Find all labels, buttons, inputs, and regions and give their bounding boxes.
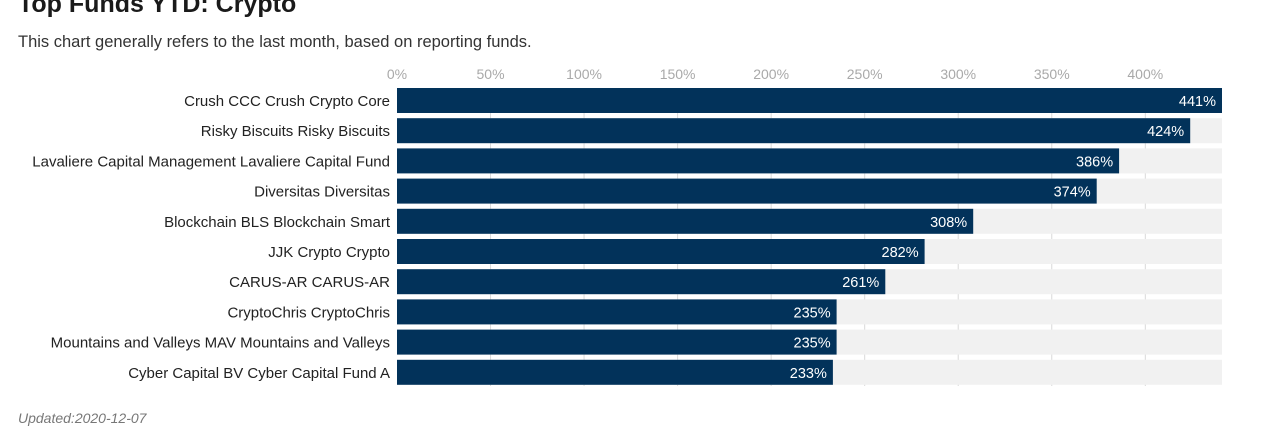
bar — [397, 178, 1097, 204]
updated-date: Updated:2020-12-07 — [18, 410, 147, 426]
bar — [397, 148, 1120, 174]
x-tick-label: 50% — [477, 66, 505, 82]
category-label: Diversitas Diversitas — [254, 184, 390, 201]
x-tick-label: 150% — [660, 66, 696, 82]
value-label: 235% — [794, 336, 831, 352]
category-label: Lavaliere Capital Management Lavaliere C… — [32, 153, 390, 170]
bar — [397, 269, 886, 295]
x-axis-ticks: 0% 50% 100% 150% 200% 250% 300% 350% 400% — [387, 66, 1163, 82]
category-label: Mountains and Valleys MAV Mountains and … — [51, 335, 390, 352]
category-label: CARUS-AR CARUS-AR — [229, 274, 390, 291]
bar — [397, 118, 1191, 144]
category-label: Crush CCC Crush Crypto Core — [184, 93, 390, 110]
category-label: Cyber Capital BV Cyber Capital Fund A — [128, 365, 390, 382]
bar — [397, 239, 925, 264]
chart-title: Top Funds YTD: Crypto — [18, 0, 297, 18]
x-tick-label: 0% — [387, 66, 407, 82]
x-tick-label: 400% — [1127, 66, 1163, 82]
x-tick-label: 350% — [1034, 66, 1070, 82]
value-label: 441% — [1179, 94, 1216, 110]
value-label: 308% — [930, 215, 967, 231]
category-label: Risky Biscuits Risky Biscuits — [201, 123, 390, 140]
category-label: JJK Crypto Crypto — [268, 244, 390, 261]
bar — [397, 299, 837, 325]
chart-subtitle: This chart generally refers to the last … — [18, 33, 532, 51]
x-tick-label: 250% — [847, 66, 883, 82]
category-label: CryptoChris CryptoChris — [227, 304, 390, 321]
value-labels: 441% 424% 386% 374% 308% 282%261% 235% 235% 233% — [790, 94, 1216, 382]
category-labels: Crush CCC Crush Crypto Core Risky Biscuit… — [32, 93, 391, 382]
value-label: 261% — [842, 275, 879, 291]
value-label: 374% — [1054, 185, 1091, 201]
bar — [397, 329, 837, 355]
bar — [397, 359, 833, 385]
bar — [397, 208, 974, 234]
category-label: Blockchain BLS Blockchain Smart — [164, 214, 391, 231]
value-label: 424% — [1147, 124, 1184, 140]
value-label: 282% — [882, 245, 919, 261]
bars — [397, 88, 1222, 385]
value-label: 235% — [794, 305, 831, 321]
x-tick-label: 300% — [940, 66, 976, 82]
value-label: 386% — [1076, 154, 1113, 170]
x-tick-label: 200% — [753, 66, 789, 82]
x-tick-label: 100% — [566, 66, 602, 82]
bar — [397, 88, 1222, 113]
value-label: 233% — [790, 366, 827, 382]
